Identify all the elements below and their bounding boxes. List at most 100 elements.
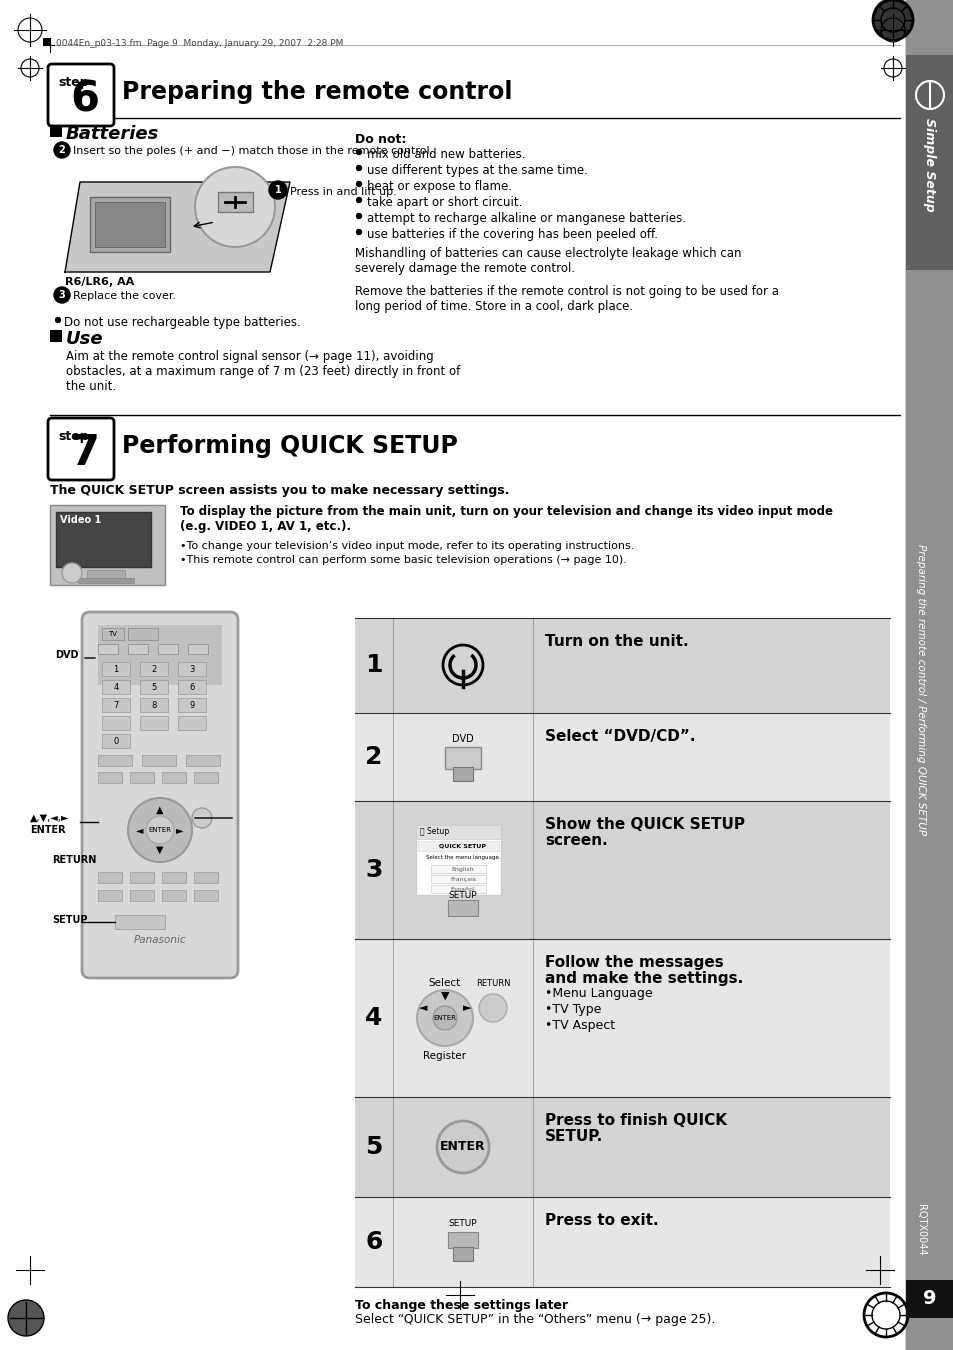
Text: Batteries: Batteries — [66, 126, 159, 143]
Text: ENTER: ENTER — [30, 825, 66, 836]
Circle shape — [356, 181, 361, 186]
Bar — [355, 713, 889, 801]
Text: ▼: ▼ — [440, 991, 449, 1000]
Text: ▲: ▲ — [156, 805, 164, 815]
Text: Press to exit.: Press to exit. — [544, 1214, 658, 1228]
Polygon shape — [65, 182, 290, 271]
Bar — [102, 662, 130, 676]
Text: screen.: screen. — [544, 833, 607, 848]
Bar — [128, 628, 158, 640]
Bar — [130, 872, 153, 883]
Text: 3: 3 — [365, 859, 382, 882]
Circle shape — [269, 181, 287, 198]
Text: 6: 6 — [70, 78, 99, 120]
Text: TV: TV — [109, 630, 117, 637]
Text: use different types at the same time.: use different types at the same time. — [367, 163, 587, 177]
Bar — [355, 1098, 889, 1197]
Bar — [416, 825, 500, 895]
Text: SETUP: SETUP — [52, 915, 88, 925]
Text: ⓒ Setup: ⓒ Setup — [419, 828, 449, 837]
Bar — [98, 644, 118, 653]
Bar — [140, 698, 168, 711]
Circle shape — [478, 994, 506, 1022]
Bar — [431, 865, 485, 873]
Bar — [188, 644, 208, 653]
Circle shape — [54, 288, 70, 302]
Text: ENTER: ENTER — [149, 828, 172, 833]
Circle shape — [356, 197, 361, 202]
Bar — [178, 680, 206, 694]
Text: DVD: DVD — [55, 649, 78, 660]
Bar — [444, 747, 480, 769]
Text: 6: 6 — [365, 1230, 382, 1254]
Bar — [90, 197, 170, 252]
Bar — [50, 505, 165, 585]
Bar — [193, 890, 218, 900]
Text: ►: ► — [176, 825, 184, 836]
Circle shape — [55, 317, 60, 323]
Bar — [193, 772, 218, 783]
Bar — [102, 680, 130, 694]
Bar — [186, 755, 220, 765]
Text: English: English — [451, 867, 474, 872]
Circle shape — [128, 798, 192, 863]
Circle shape — [872, 0, 912, 38]
Text: step: step — [58, 431, 89, 443]
Text: Español: Español — [450, 887, 475, 891]
Bar — [130, 772, 153, 783]
FancyBboxPatch shape — [82, 612, 237, 977]
Bar — [87, 570, 125, 578]
Text: Do not:: Do not: — [355, 134, 406, 146]
Bar — [218, 192, 253, 212]
Text: use batteries if the covering has been peeled off.: use batteries if the covering has been p… — [367, 228, 658, 242]
Text: 5: 5 — [152, 683, 156, 691]
Text: 3: 3 — [189, 664, 194, 674]
Text: Turn on the unit.: Turn on the unit. — [544, 634, 688, 649]
Text: 2: 2 — [365, 745, 382, 769]
Circle shape — [62, 563, 82, 583]
Text: 0: 0 — [113, 737, 118, 745]
Bar — [102, 698, 130, 711]
Text: Replace the cover.: Replace the cover. — [73, 292, 176, 301]
Text: 4: 4 — [365, 1006, 382, 1030]
Text: Show the QUICK SETUP: Show the QUICK SETUP — [544, 817, 744, 832]
Text: 5: 5 — [365, 1135, 382, 1160]
Text: Preparing the remote control: Preparing the remote control — [122, 80, 512, 104]
Bar — [905, 0, 953, 1350]
Text: Français: Français — [450, 876, 476, 882]
Text: 2: 2 — [58, 144, 66, 155]
Text: ▲,▼,◄,►: ▲,▼,◄,► — [30, 813, 70, 823]
Text: DVD: DVD — [452, 734, 474, 744]
Text: Select “QUICK SETUP” in the “Others” menu (→ page 25).: Select “QUICK SETUP” in the “Others” men… — [355, 1314, 715, 1326]
Text: ◄: ◄ — [136, 825, 144, 836]
Bar — [355, 1197, 889, 1287]
Text: ENTER: ENTER — [439, 1141, 485, 1153]
Bar — [162, 890, 186, 900]
Text: ◄: ◄ — [418, 1003, 427, 1012]
Text: Insert so the poles (+ and −) match those in the remote control.: Insert so the poles (+ and −) match thos… — [73, 146, 433, 157]
Text: RETURN: RETURN — [476, 979, 510, 987]
Circle shape — [146, 815, 173, 844]
Bar — [102, 716, 130, 730]
Text: ▼: ▼ — [156, 845, 164, 855]
Bar — [128, 644, 148, 653]
Text: Simple Setup: Simple Setup — [923, 119, 936, 212]
Text: Select “DVD/CD”.: Select “DVD/CD”. — [544, 729, 695, 744]
Bar — [95, 202, 165, 247]
Circle shape — [356, 213, 361, 219]
Bar — [98, 890, 122, 900]
Bar — [158, 644, 178, 653]
Text: attempt to recharge alkaline or manganese batteries.: attempt to recharge alkaline or manganes… — [367, 212, 685, 225]
Bar — [130, 890, 153, 900]
Text: mix old and new batteries.: mix old and new batteries. — [367, 148, 525, 161]
Text: •This remote control can perform some basic television operations (→ page 10).: •This remote control can perform some ba… — [180, 555, 626, 566]
Text: Select: Select — [429, 977, 460, 988]
Text: SETUP.: SETUP. — [544, 1129, 602, 1143]
Text: 7: 7 — [70, 432, 99, 474]
Bar — [162, 872, 186, 883]
Bar — [140, 662, 168, 676]
Bar — [905, 1280, 953, 1318]
Circle shape — [436, 1120, 489, 1173]
Text: Press in and lift up.: Press in and lift up. — [290, 188, 396, 197]
Bar — [448, 900, 477, 917]
